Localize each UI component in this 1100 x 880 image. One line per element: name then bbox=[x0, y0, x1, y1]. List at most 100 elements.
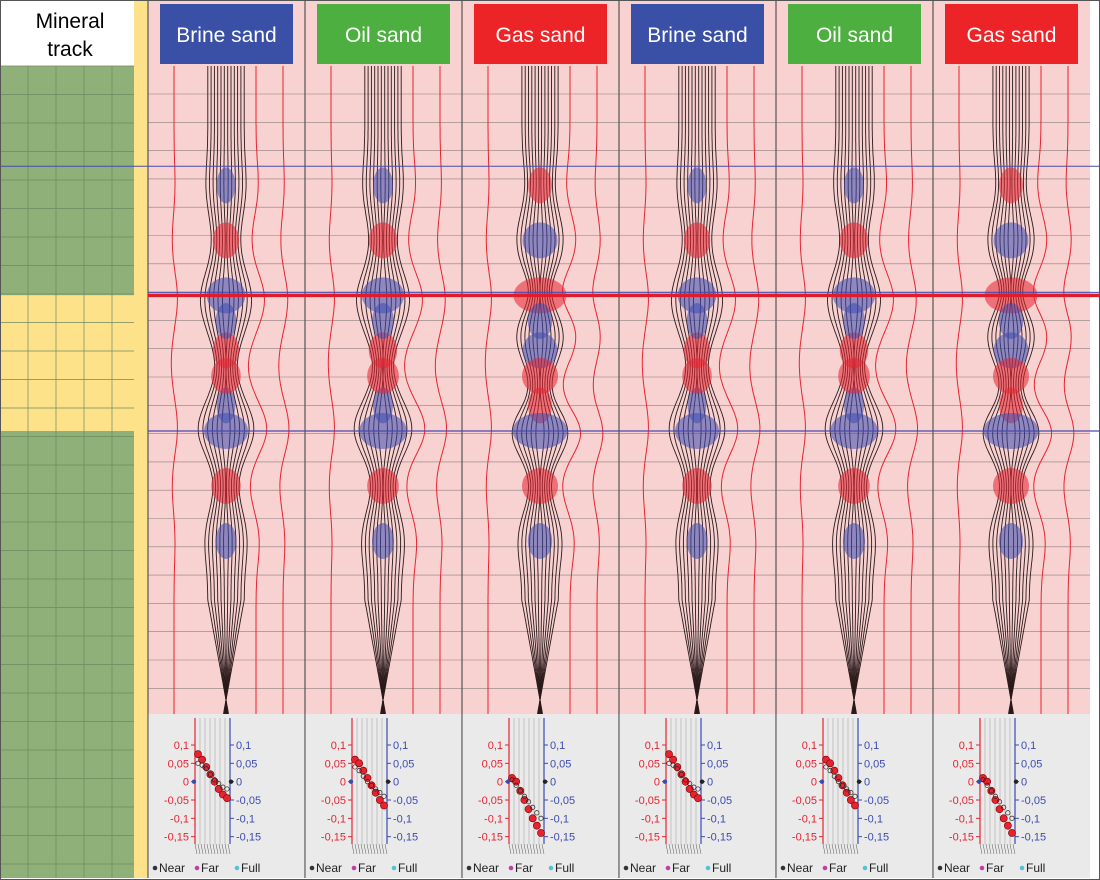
stack-trace-1 bbox=[247, 66, 268, 714]
legend-label-far: Far bbox=[515, 861, 533, 875]
avo-xtick bbox=[526, 843, 530, 855]
avo-tick-label-right: -0,15 bbox=[236, 832, 261, 844]
avo-point-far bbox=[212, 777, 218, 783]
avo-point-near bbox=[830, 766, 839, 775]
gather-lobe bbox=[998, 522, 1024, 559]
gather-lobe bbox=[373, 167, 393, 204]
near-trace bbox=[484, 66, 492, 714]
avo-marker-left bbox=[348, 779, 354, 784]
avo-point-far bbox=[984, 782, 990, 788]
avo-tick-label-right: -0,1 bbox=[707, 813, 726, 825]
avo-tick-label-right: -0,15 bbox=[707, 832, 732, 844]
avo-tick-label-right: 0,05 bbox=[1021, 758, 1042, 770]
avo-crossplot: 0,1 0,1 0,05 0,05 0 0 -0,05 -0,05 -0,1 -0,1 -0,15 -… bbox=[620, 714, 776, 878]
avo-point-far bbox=[530, 804, 536, 810]
avo-tick-label-right: -0,15 bbox=[864, 832, 889, 844]
avo-panel-bg bbox=[777, 714, 933, 878]
avo-xtick bbox=[520, 843, 524, 855]
avo-tick-label-right: 0 bbox=[1021, 777, 1027, 789]
gather-trace bbox=[682, 66, 701, 739]
avo-tick-label-right: -0,1 bbox=[550, 813, 569, 825]
legend-label-far: Far bbox=[672, 861, 690, 875]
panel-4: Brine sand 0,1 0,1 0,05 0,05 0 0 -0,05 -0,05 -0,1… bbox=[618, 0, 776, 878]
avo-tick-label-left: -0,1 bbox=[327, 813, 346, 825]
avo-tick-label-left: 0,1 bbox=[174, 740, 189, 752]
near-trace bbox=[327, 66, 335, 714]
mineral-zone-shale-0 bbox=[0, 66, 134, 296]
avo-point-far bbox=[992, 793, 998, 799]
gather-trace bbox=[673, 66, 704, 739]
legend-marker-full bbox=[391, 865, 397, 871]
avo-xtick bbox=[698, 843, 702, 855]
avo-xtick bbox=[523, 843, 527, 855]
avo-point-far bbox=[844, 786, 850, 792]
gather-lobe bbox=[993, 222, 1029, 259]
avo-xtick bbox=[357, 843, 361, 855]
avo-xtick bbox=[221, 843, 225, 855]
avo-panel-bg bbox=[934, 714, 1090, 878]
gather-lobe bbox=[999, 167, 1023, 204]
legend-marker-full bbox=[705, 865, 711, 871]
avo-tick-label-left: -0,1 bbox=[955, 813, 974, 825]
avo-marker-left bbox=[191, 779, 197, 784]
avo-tick-label-right: 0,05 bbox=[707, 758, 728, 770]
avo-marker-left bbox=[976, 779, 982, 784]
avo-panel-bg bbox=[306, 714, 462, 878]
gather-trace bbox=[847, 66, 879, 739]
avo-point-far bbox=[823, 764, 829, 770]
gather-lobe bbox=[839, 332, 869, 369]
avo-tick-label-left: -0,05 bbox=[321, 795, 346, 807]
avo-tick-label-left: 0 bbox=[654, 777, 660, 789]
avo-xtick bbox=[834, 843, 838, 855]
legend-label-full: Full bbox=[869, 861, 888, 875]
gather-trace bbox=[221, 66, 245, 739]
avo-tick-label-left: 0,1 bbox=[488, 740, 503, 752]
stack-trace-2 bbox=[278, 66, 290, 714]
avo-xtick bbox=[822, 843, 826, 855]
avo-tick-label-right: 0,05 bbox=[550, 758, 571, 770]
avo-point-far bbox=[195, 760, 201, 766]
avo-xtick bbox=[535, 843, 539, 855]
avo-xtick bbox=[828, 843, 832, 855]
gather-trace bbox=[211, 66, 230, 739]
mineral-track: Mineral track bbox=[0, 0, 148, 878]
gather-lobe bbox=[215, 302, 237, 339]
gather-trace bbox=[358, 66, 390, 739]
avo-point-far bbox=[691, 784, 697, 790]
gather-trace bbox=[690, 66, 721, 739]
near-trace bbox=[641, 66, 649, 714]
avo-point-far bbox=[377, 790, 383, 796]
avo-point-far bbox=[360, 773, 366, 779]
panel-header-label: Gas sand bbox=[967, 24, 1057, 47]
gather-trace bbox=[689, 66, 726, 739]
stack-trace-2 bbox=[749, 66, 761, 714]
avo-tick-label-left: -0,1 bbox=[641, 813, 660, 825]
avo-tick-label-left: -0,05 bbox=[792, 795, 817, 807]
avo-tick-label-right: -0,05 bbox=[393, 795, 418, 807]
avo-xtick bbox=[514, 843, 518, 855]
legend-marker-full bbox=[862, 865, 868, 871]
panel-header-gas bbox=[945, 4, 1078, 64]
avo-tick-label-right: -0,05 bbox=[1021, 795, 1046, 807]
gather-trace bbox=[218, 66, 255, 739]
gather-lobe bbox=[211, 467, 241, 504]
avo-xtick bbox=[227, 843, 231, 855]
avo-tick-label-right: 0,05 bbox=[864, 758, 885, 770]
avo-point-far bbox=[381, 793, 387, 799]
avo-xtick bbox=[674, 843, 678, 855]
avo-xtick bbox=[1009, 843, 1013, 855]
gather-trace bbox=[829, 66, 861, 739]
mineral-zone-sand-1 bbox=[0, 295, 140, 431]
avo-tick-label-right: 0,1 bbox=[707, 740, 722, 752]
avo-tick-label-right: 0,05 bbox=[236, 758, 257, 770]
avo-point-far bbox=[1005, 810, 1011, 816]
avo-tick-label-right: -0,1 bbox=[864, 813, 883, 825]
avo-crossplot: 0,1 0,1 0,05 0,05 0 0 -0,05 -0,05 -0,1 -0,1 -0,15 -… bbox=[306, 714, 462, 878]
avo-point-far bbox=[207, 771, 213, 777]
gather-lobe bbox=[212, 222, 240, 259]
avo-xtick bbox=[677, 843, 681, 855]
gather-lobe bbox=[368, 222, 398, 259]
avo-legend: Near Far Full bbox=[466, 861, 574, 875]
